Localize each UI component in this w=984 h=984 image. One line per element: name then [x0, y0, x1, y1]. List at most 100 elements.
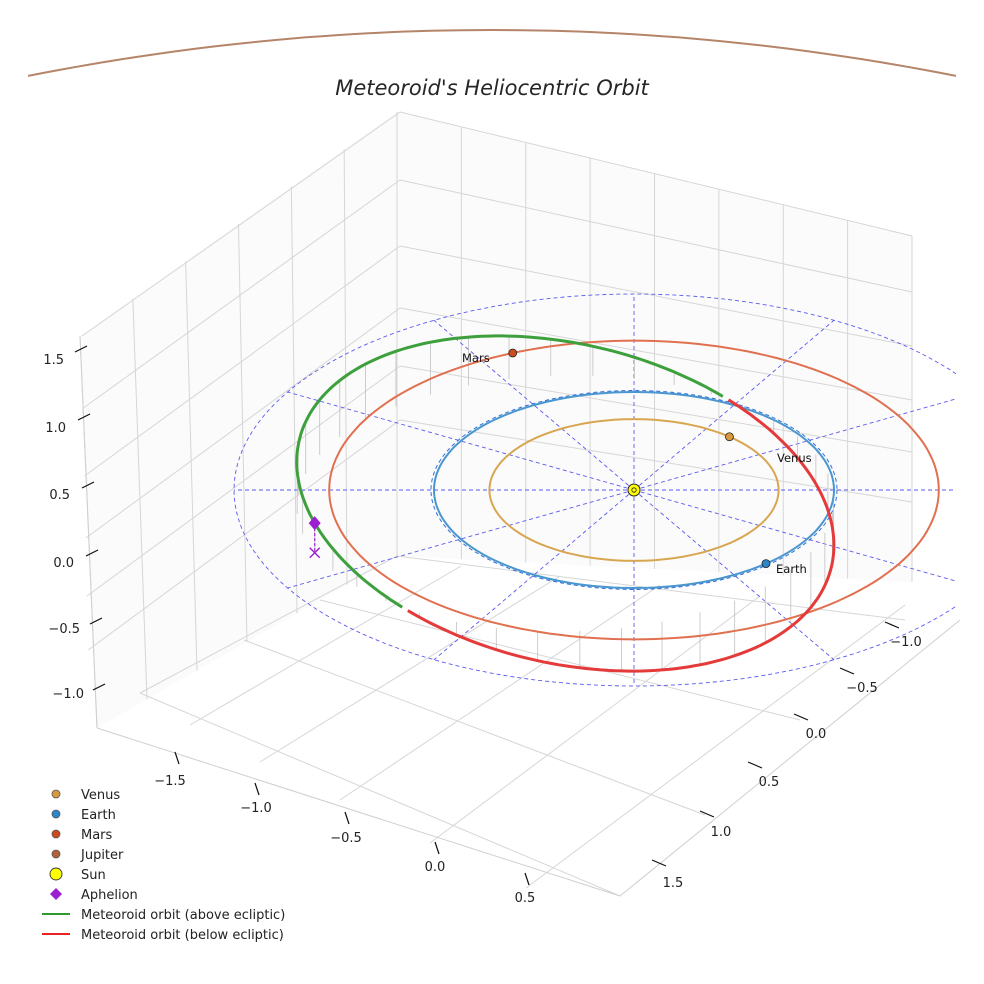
- meteoroid-orbit: [295, 334, 836, 673]
- mars-label: Mars: [462, 351, 490, 365]
- meteoroid-orbit-below: [407, 398, 836, 673]
- y-tick-mark: [651, 859, 667, 867]
- sun-marker: [627, 483, 641, 497]
- z-tick-mark: [89, 617, 103, 625]
- z-tick-label: 1.0: [45, 421, 66, 436]
- legend-marker-earth: [51, 809, 61, 819]
- z-tick-mark: [74, 345, 88, 353]
- z-tick-label: −0.5: [48, 622, 80, 637]
- wall-gridline: [81, 111, 401, 337]
- x-axis-edge: [96, 727, 621, 897]
- earth-label: Earth: [776, 562, 807, 576]
- z-tick-label: 1.5: [43, 353, 64, 368]
- floor-gridline: [243, 639, 706, 816]
- ecliptic-spoke: [633, 489, 835, 661]
- x-tick-label: −0.5: [330, 831, 362, 846]
- y-tick-label: 1.0: [711, 825, 732, 840]
- legend-item-aphelion: Aphelion: [50, 888, 138, 903]
- legend-label: Meteoroid orbit (above ecliptic): [81, 908, 285, 923]
- ecliptic-spoke: [433, 489, 635, 661]
- sun-core-marker: [631, 487, 637, 493]
- x-tick-label: −1.5: [154, 774, 186, 789]
- floor-gridline: [259, 575, 561, 763]
- wall-gridline: [238, 223, 248, 643]
- y-tick-label: −1.0: [890, 635, 922, 650]
- floor-gridline: [339, 584, 661, 801]
- legend-marker-mars: [51, 829, 61, 839]
- y-tick-mark: [793, 713, 809, 721]
- x-tick-label: 0.5: [515, 891, 536, 906]
- axes-grid: [79, 111, 961, 897]
- meteoroid-orbit-above: [295, 334, 724, 524]
- aphelion-marker: [308, 516, 321, 531]
- wall-gridline: [83, 179, 401, 409]
- legend-item-jupiter: Jupiter: [51, 848, 124, 863]
- legend-item-sun: Sun: [49, 867, 106, 883]
- y-tick-mark: [839, 667, 855, 675]
- z-tick-mark: [92, 683, 106, 691]
- wall-gridline: [343, 149, 348, 585]
- wall-gridline: [84, 245, 401, 477]
- floor-gridline: [189, 565, 462, 726]
- legend-marker-venus: [51, 789, 61, 799]
- x-tick-mark: [174, 751, 180, 765]
- floor-gridline: [139, 555, 398, 694]
- mars-orbit: [328, 339, 940, 641]
- markers: [308, 348, 771, 569]
- y-tick-label: 0.0: [806, 727, 827, 742]
- ecliptic-spoke: [633, 319, 835, 491]
- z-tick-label: 0.5: [49, 488, 70, 503]
- z-tick-mark: [81, 481, 95, 489]
- legend-item-venus: Venus: [51, 788, 120, 803]
- wall-gridline: [399, 419, 913, 503]
- x-tick-label: −1.0: [240, 801, 272, 816]
- wall-gridline: [399, 245, 913, 347]
- legend-marker-sun: [49, 867, 63, 881]
- z-tick-label: −1.0: [52, 687, 84, 702]
- earth-marker: [761, 559, 771, 569]
- planet-orbits: [28, 28, 956, 641]
- legend-marker-jupiter: [51, 849, 61, 859]
- floor-gridline: [429, 595, 761, 844]
- wall-gridline: [86, 365, 401, 597]
- wall-gridline: [185, 261, 198, 671]
- legend-label: Venus: [81, 788, 120, 803]
- x-tick-mark: [344, 811, 350, 825]
- floor-gridline: [139, 692, 621, 897]
- legend-item-meteoroid-below: Meteoroid orbit (below ecliptic): [42, 928, 284, 943]
- legend-label: Aphelion: [81, 888, 138, 903]
- wall-gridline: [399, 111, 913, 237]
- mars-marker: [508, 348, 518, 358]
- x-tick-labels: −1.5 −1.0 −0.5 0.0 0.5: [154, 774, 535, 906]
- z-tick-label: 0.0: [53, 556, 74, 571]
- x-tick-mark: [434, 841, 440, 855]
- ecliptic-spoke: [433, 319, 635, 491]
- y-tick-mark: [747, 761, 763, 769]
- legend-label: Earth: [81, 808, 116, 823]
- wall-gridline: [399, 179, 913, 293]
- legend-label: Mars: [81, 828, 113, 843]
- x-tick-mark: [254, 782, 260, 796]
- aphelion-projection-marker: [309, 547, 321, 559]
- y-tick-mark: [884, 621, 900, 629]
- chart-title: Meteoroid's Heliocentric Orbit: [335, 76, 649, 100]
- y-tick-mark: [699, 810, 715, 818]
- meteoroid-orbit-above: [313, 522, 404, 609]
- wall-gridline: [85, 307, 401, 539]
- legend-item-mars: Mars: [51, 828, 113, 843]
- z-axis-edge: [79, 335, 98, 729]
- venus-label: Venus: [777, 451, 812, 465]
- legend-marker-aphelion: [50, 888, 62, 900]
- earth-orbit: [432, 390, 835, 590]
- legend-label: Meteoroid orbit (below ecliptic): [81, 928, 284, 943]
- axis-tick-marks: [74, 345, 900, 886]
- floor-gridline: [525, 604, 906, 889]
- x-tick-mark: [524, 872, 530, 886]
- venus-marker: [725, 432, 734, 442]
- y-axis-edge: [619, 619, 961, 897]
- wall-gridline: [399, 365, 913, 453]
- floor-gridline: [319, 599, 801, 721]
- z-tick-mark: [77, 413, 91, 421]
- wall-gridline: [399, 307, 913, 401]
